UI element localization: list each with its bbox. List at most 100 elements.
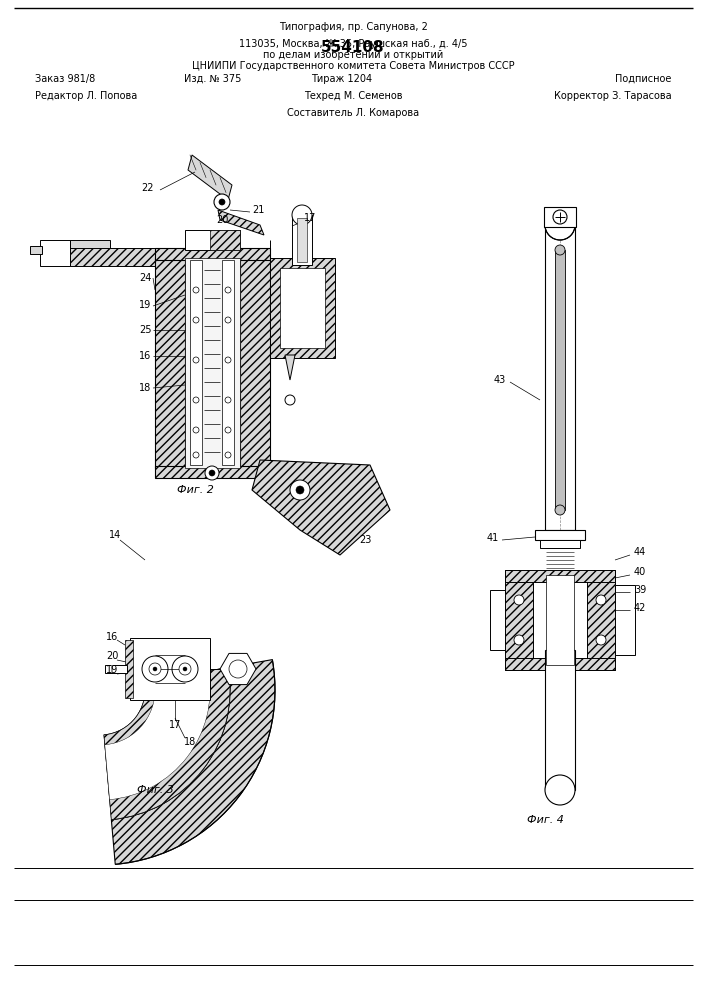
Circle shape [209, 470, 215, 476]
Polygon shape [252, 460, 390, 555]
Text: 42: 42 [633, 603, 646, 613]
Wedge shape [111, 660, 275, 864]
Circle shape [179, 663, 191, 675]
Polygon shape [220, 653, 256, 685]
Text: 41: 41 [487, 533, 499, 543]
Bar [155, 248, 270, 260]
Circle shape [225, 317, 231, 323]
Bar [544, 207, 576, 227]
Bar [70, 240, 110, 248]
Bar [155, 466, 270, 478]
Circle shape [545, 775, 575, 805]
Bar [105, 665, 127, 673]
Text: 23: 23 [359, 535, 371, 545]
Circle shape [225, 287, 231, 293]
Text: Редактор Л. Попова: Редактор Л. Попова [35, 91, 138, 101]
Text: Типография, пр. Сапунова, 2: Типография, пр. Сапунова, 2 [279, 22, 428, 32]
Circle shape [193, 397, 199, 403]
Text: Техред М. Семенов: Техред М. Семенов [304, 91, 403, 101]
Text: Подписное: Подписное [615, 74, 672, 84]
Circle shape [149, 663, 161, 675]
Bar [546, 575, 574, 665]
Text: 18: 18 [184, 737, 196, 747]
Circle shape [193, 452, 199, 458]
Circle shape [193, 317, 199, 323]
Circle shape [545, 210, 575, 240]
Text: Заказ 981/8: Заказ 981/8 [35, 74, 95, 84]
Text: 22: 22 [141, 183, 154, 193]
Bar [155, 258, 185, 468]
Bar [210, 230, 240, 250]
Bar [280, 268, 325, 348]
Bar [30, 246, 42, 254]
Bar [70, 248, 270, 266]
Circle shape [172, 656, 198, 682]
Circle shape [153, 667, 157, 671]
Text: 554108: 554108 [321, 40, 385, 55]
Text: 20: 20 [106, 651, 118, 661]
Circle shape [225, 452, 231, 458]
Text: 21: 21 [252, 205, 264, 215]
Text: Корректор З. Тарасова: Корректор З. Тарасова [554, 91, 672, 101]
Text: 44: 44 [634, 547, 646, 557]
Bar [615, 585, 635, 655]
Circle shape [296, 486, 304, 494]
Circle shape [214, 194, 230, 210]
Circle shape [193, 287, 199, 293]
Circle shape [142, 656, 168, 682]
Circle shape [555, 245, 565, 255]
Circle shape [229, 660, 247, 678]
Text: Фиг. 3: Фиг. 3 [136, 785, 173, 795]
Bar [240, 258, 270, 468]
Bar [130, 638, 210, 700]
Circle shape [193, 427, 199, 433]
Text: 16: 16 [106, 632, 118, 642]
Bar [505, 658, 615, 670]
Bar [535, 530, 585, 540]
Wedge shape [105, 671, 210, 800]
Wedge shape [104, 667, 230, 820]
Circle shape [596, 635, 606, 645]
Text: 14: 14 [109, 530, 121, 540]
Bar [185, 230, 240, 250]
Text: 19: 19 [106, 665, 118, 675]
Bar [40, 240, 70, 266]
Bar [540, 540, 580, 548]
Circle shape [225, 357, 231, 363]
Text: 17: 17 [169, 720, 181, 730]
Bar [190, 260, 202, 465]
Text: 16: 16 [139, 351, 151, 361]
Bar [297, 218, 307, 262]
Circle shape [290, 480, 310, 500]
Bar [555, 250, 565, 510]
Text: 18: 18 [139, 383, 151, 393]
Bar [292, 215, 312, 265]
Polygon shape [188, 155, 232, 200]
Text: Фиг. 4: Фиг. 4 [527, 815, 563, 825]
Circle shape [183, 667, 187, 671]
Circle shape [225, 397, 231, 403]
Bar [125, 640, 133, 698]
Polygon shape [218, 210, 264, 235]
Text: 43: 43 [494, 375, 506, 385]
Bar [505, 570, 615, 582]
Text: 20: 20 [216, 215, 228, 225]
Polygon shape [285, 355, 295, 380]
Text: 113035, Москва, Ж-35, Раушская наб., д. 4/5: 113035, Москва, Ж-35, Раушская наб., д. … [239, 39, 468, 49]
Text: 25: 25 [139, 325, 151, 335]
Bar [185, 258, 240, 468]
Circle shape [514, 595, 524, 605]
Circle shape [193, 357, 199, 363]
Circle shape [225, 427, 231, 433]
Bar [505, 570, 533, 670]
Text: Тираж 1204: Тираж 1204 [311, 74, 372, 84]
Text: Составитель Л. Комарова: Составитель Л. Комарова [288, 108, 419, 118]
Text: 17: 17 [304, 213, 316, 223]
Text: 19: 19 [139, 300, 151, 310]
Circle shape [292, 205, 312, 225]
Circle shape [596, 595, 606, 605]
Text: 24: 24 [139, 273, 151, 283]
Bar [545, 650, 575, 790]
Circle shape [514, 635, 524, 645]
Circle shape [553, 210, 567, 224]
